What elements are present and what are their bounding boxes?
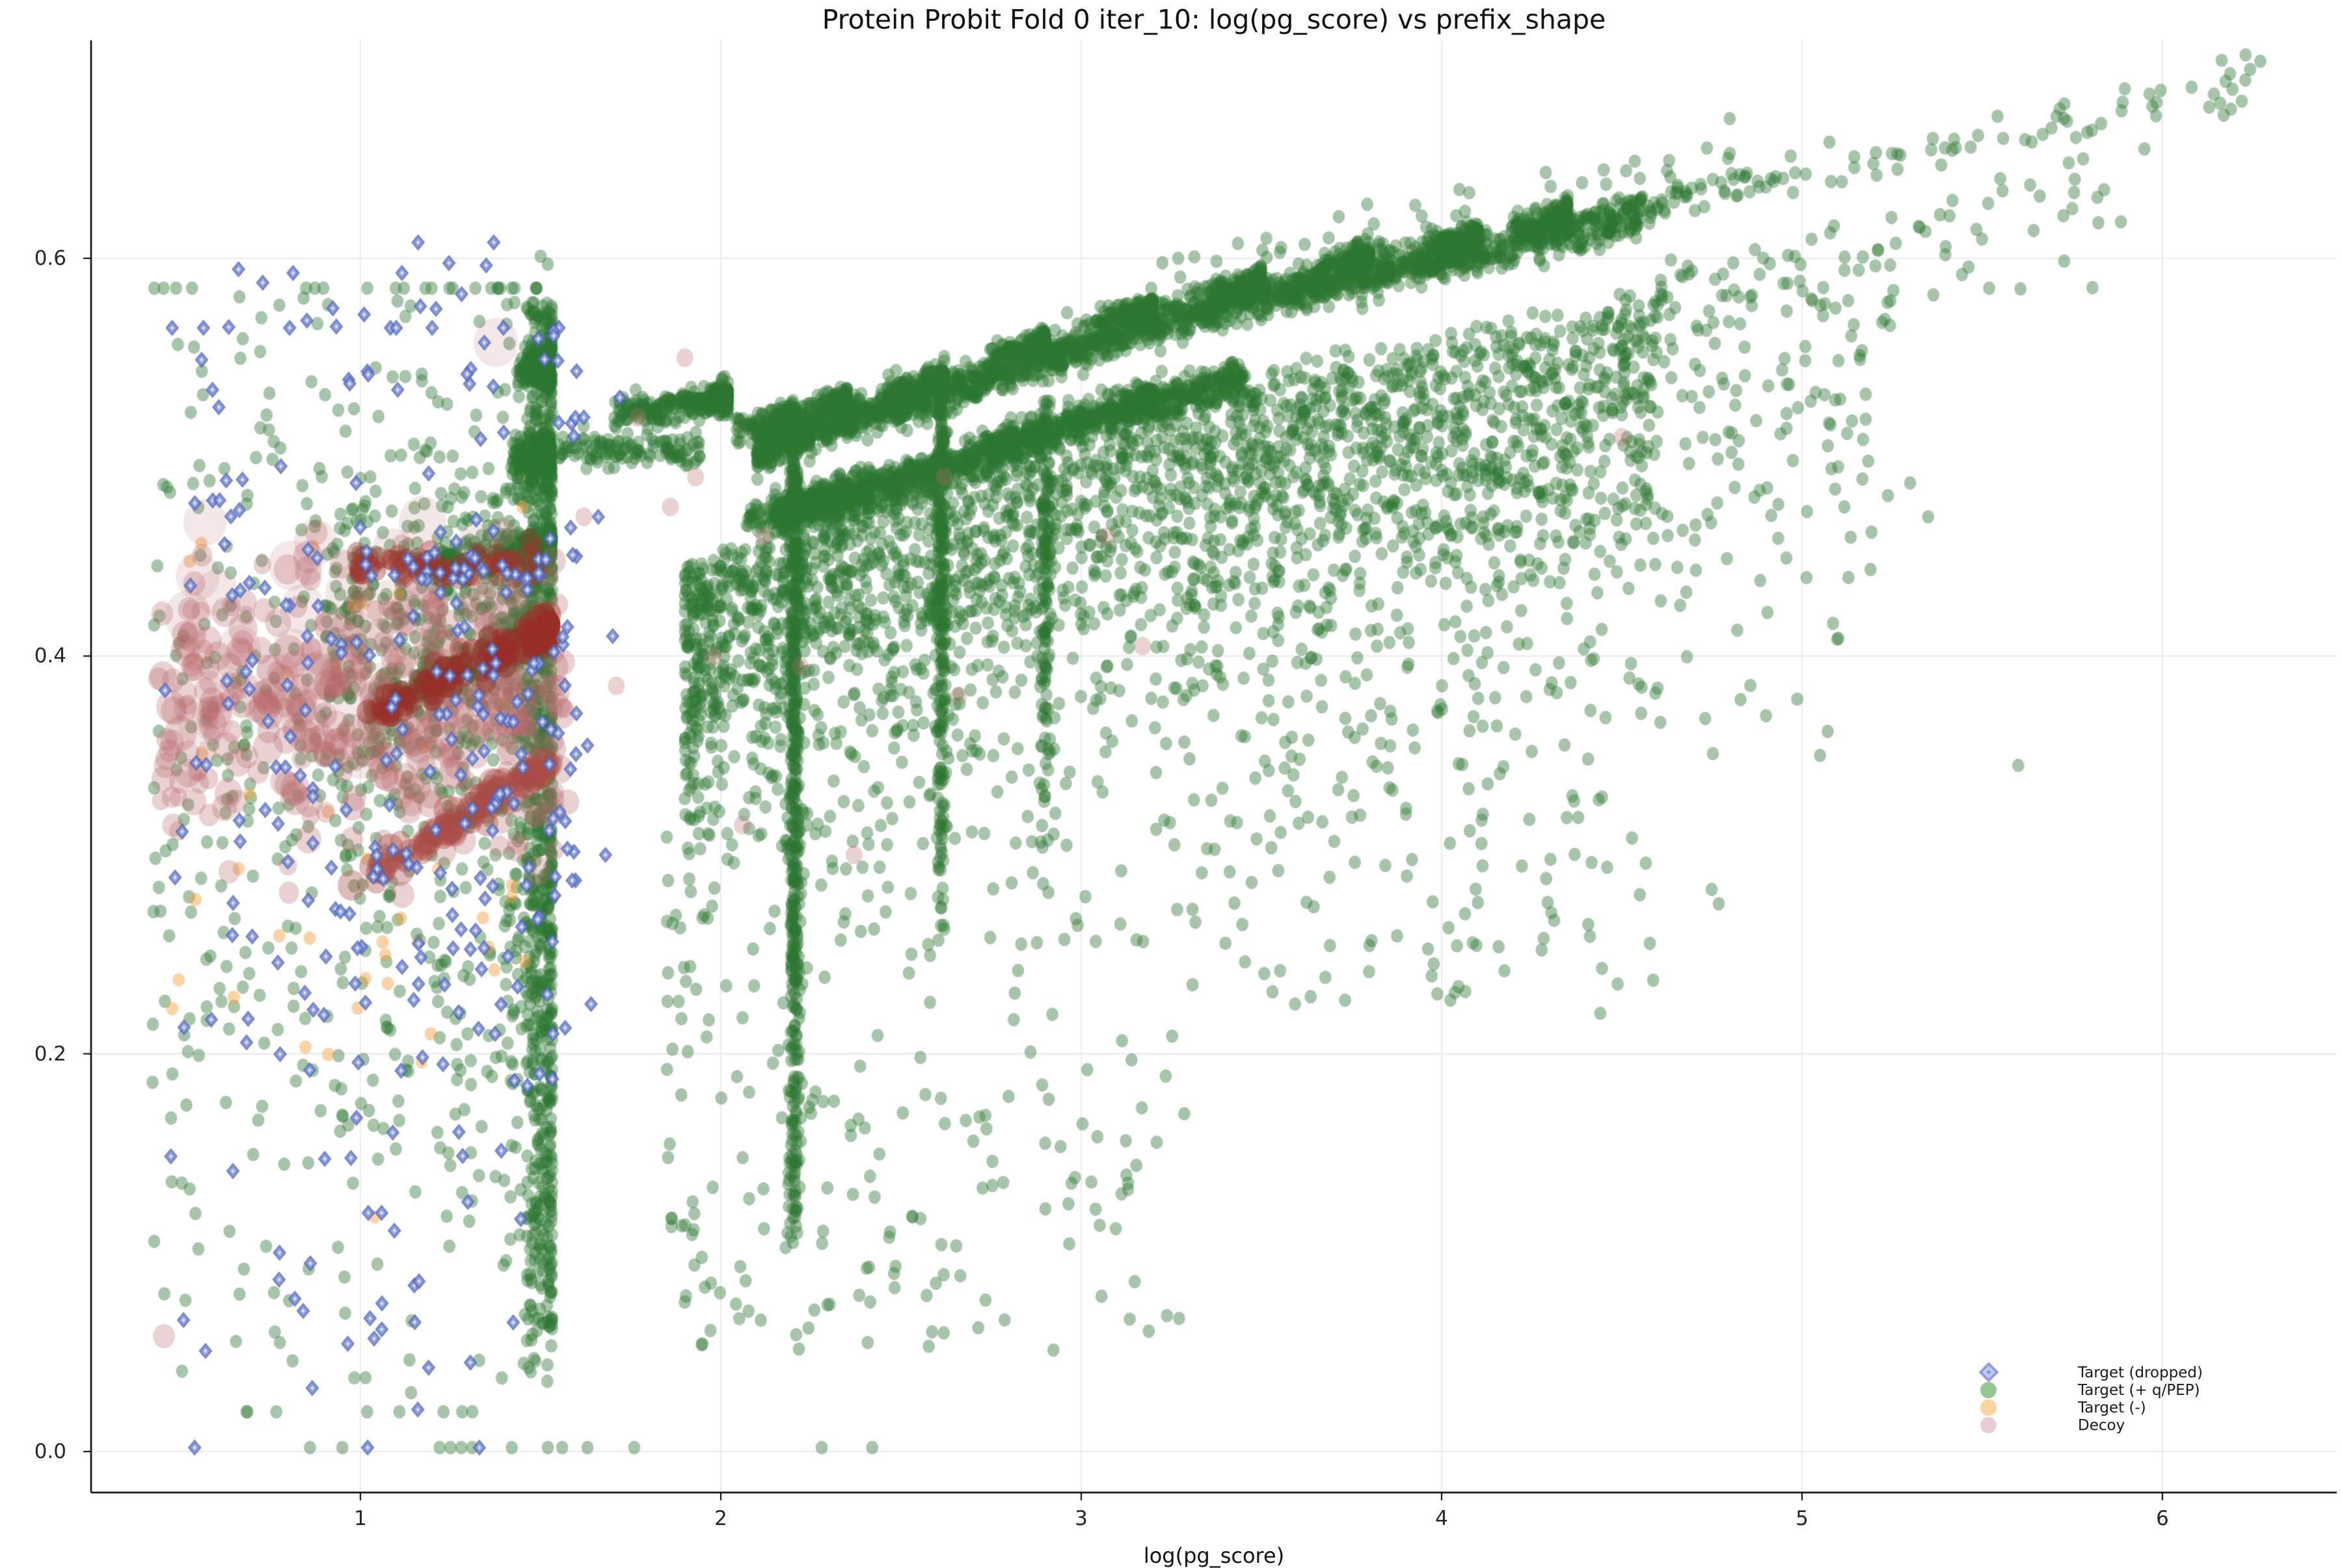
legend-item-target_pos: Target (+ q/PEP) — [1978, 1381, 2203, 1399]
legend-item-decoy: Decoy — [1978, 1416, 2203, 1434]
legend-label: Target (-) — [2078, 1399, 2146, 1416]
legend-label: Decoy — [2078, 1416, 2125, 1434]
legend-item-target_dropped: Target (dropped) — [1978, 1362, 2203, 1383]
y-tick-label: 0.6 — [34, 246, 66, 270]
legend-marker-target_pos-icon — [1978, 1381, 2000, 1399]
x-tick-label: 4 — [1435, 1507, 1448, 1530]
legend-marker-target_neg-icon — [1978, 1399, 2000, 1416]
chart-title: Protein Probit Fold 0 iter_10: log(pg_sc… — [822, 4, 1606, 35]
legend-label: Target (+ q/PEP) — [2078, 1381, 2200, 1399]
y-tick-label: 0.2 — [34, 1042, 66, 1066]
legend-label: Target (dropped) — [2078, 1364, 2203, 1381]
legend: Target (dropped) Target (+ q/PEP) Target (… — [1978, 1362, 2203, 1434]
y-tick-label: 0.0 — [34, 1440, 66, 1463]
x-tick-label: 3 — [1075, 1507, 1088, 1530]
legend-marker-target_dropped-icon — [1978, 1362, 2000, 1383]
legend-item-target_neg: Target (-) — [1978, 1399, 2203, 1416]
y-tick-label: 0.4 — [34, 644, 66, 668]
x-tick-label: 6 — [2156, 1507, 2169, 1530]
x-tick-label: 1 — [354, 1507, 367, 1530]
x-tick-label: 2 — [714, 1507, 727, 1530]
x-tick-label: 5 — [1796, 1507, 1809, 1530]
x-axis-label: log(pg_score) — [1143, 1543, 1285, 1568]
legend-marker-decoy-icon — [1978, 1416, 2000, 1434]
